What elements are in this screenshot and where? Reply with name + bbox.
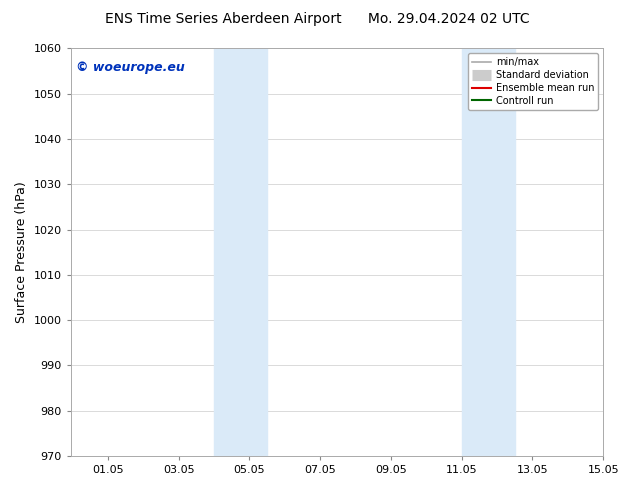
Bar: [214, 49, 267, 456]
Text: © woeurope.eu: © woeurope.eu: [76, 61, 184, 74]
Y-axis label: Surface Pressure (hPa): Surface Pressure (hPa): [15, 181, 28, 323]
Text: ENS Time Series Aberdeen Airport      Mo. 29.04.2024 02 UTC: ENS Time Series Aberdeen Airport Mo. 29.…: [105, 12, 529, 26]
Bar: [462, 49, 515, 456]
Legend: min/max, Standard deviation, Ensemble mean run, Controll run: min/max, Standard deviation, Ensemble me…: [468, 53, 598, 110]
